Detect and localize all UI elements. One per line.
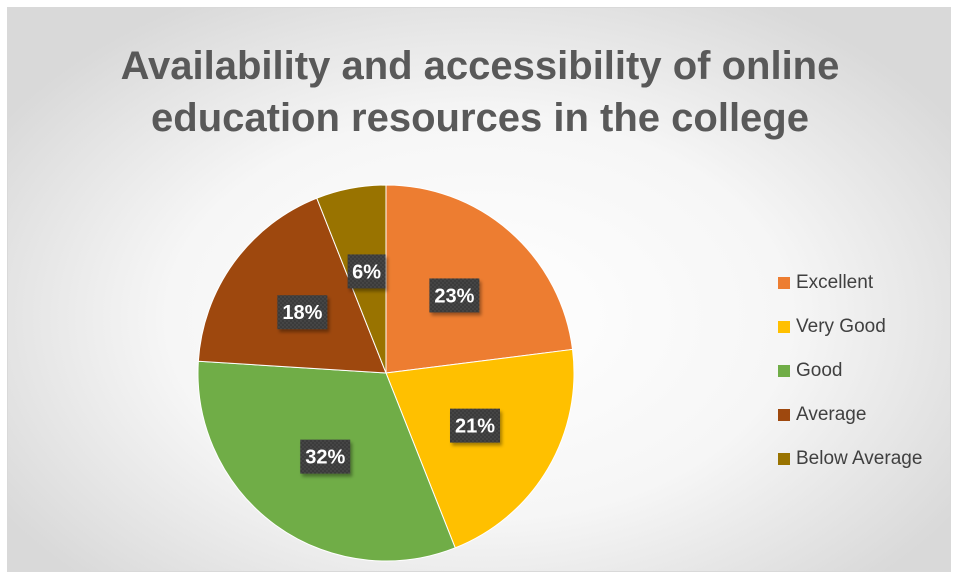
data-label-text: 18%	[282, 302, 322, 324]
legend-swatch	[778, 321, 790, 333]
legend-label: Good	[796, 360, 843, 381]
chart-area: Availability and accessibility of online…	[7, 7, 951, 572]
data-label-box	[277, 295, 328, 330]
legend-item-below-average: Below Average	[778, 437, 958, 481]
data-label-text: 6%	[352, 261, 381, 283]
data-label-very-good: 21%	[450, 408, 501, 443]
legend: Excellent Very Good Good Average Below Avera…	[778, 261, 958, 481]
data-label-box	[300, 439, 351, 474]
legend-item-good: Good	[778, 349, 958, 393]
data-label-text: 32%	[305, 447, 345, 469]
chart-title: Availability and accessibility of online…	[120, 44, 840, 140]
legend-label: Below Average	[796, 448, 923, 469]
legend-swatch	[778, 277, 790, 289]
data-label-below-average: 6%	[347, 254, 386, 289]
legend-swatch	[778, 453, 790, 465]
data-label-text: 21%	[455, 416, 495, 438]
pie-slice-very-good	[385, 348, 575, 549]
pie-slice-average	[197, 197, 387, 374]
data-label-box	[347, 254, 386, 289]
legend-label: Excellent	[796, 272, 874, 293]
legend-item-average: Average	[778, 393, 958, 437]
pie-chart: 23% 21% 32% 18% 6%	[197, 184, 575, 562]
data-label-good: 32%	[300, 439, 351, 474]
data-label-box	[450, 408, 501, 443]
legend-item-excellent: Excellent	[778, 261, 958, 305]
legend-label: Average	[796, 404, 867, 425]
data-label-box	[429, 278, 480, 313]
legend-label: Very Good	[796, 316, 886, 337]
data-label-average: 18%	[277, 295, 328, 330]
data-label-text: 23%	[434, 285, 474, 307]
legend-swatch	[778, 365, 790, 377]
legend-swatch	[778, 409, 790, 421]
data-label-excellent: 23%	[429, 278, 480, 313]
legend-item-very-good: Very Good	[778, 305, 958, 349]
